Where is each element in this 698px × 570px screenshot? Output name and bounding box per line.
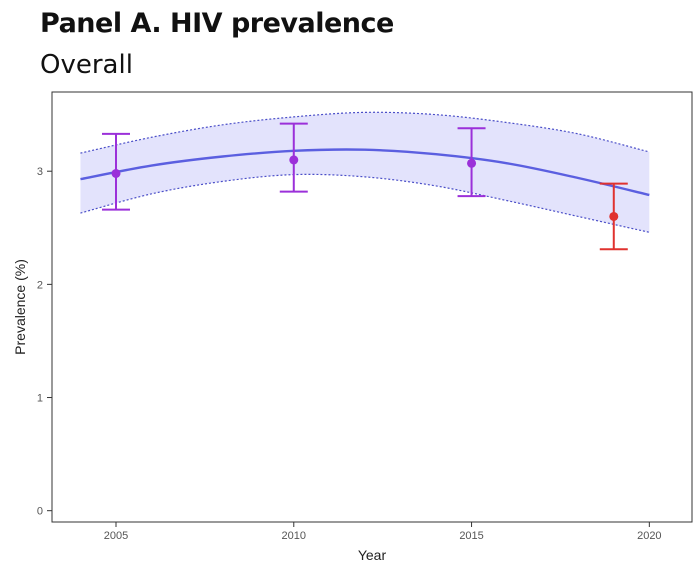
fitted-trend-line — [80, 148, 650, 197]
y-tick-label-2: 2 — [37, 279, 43, 291]
data-point-2005 — [111, 168, 121, 178]
x-tick-label-2005: 2005 — [104, 530, 128, 542]
panel-title: Panel A. HIV prevalence — [40, 8, 394, 39]
ci-upper-line — [80, 111, 650, 154]
y-tick-label-1: 1 — [37, 393, 43, 405]
x-tick-label-2010: 2010 — [282, 530, 306, 542]
confidence-band — [80, 112, 650, 233]
y-axis-title: Prevalence (%) — [12, 259, 28, 355]
x-tick-label-2020: 2020 — [637, 530, 661, 542]
ci-lower-line — [80, 173, 650, 233]
y-tick-label-0: 0 — [37, 506, 43, 518]
data-point-2010 — [289, 155, 299, 165]
x-tick-label-2015: 2015 — [459, 530, 483, 542]
data-point-2015 — [467, 158, 477, 168]
panel-subtitle: Overall — [40, 50, 133, 80]
x-axis-title: Year — [358, 547, 387, 563]
data-point-2019 — [609, 211, 619, 221]
y-tick-label-3: 3 — [37, 166, 43, 178]
